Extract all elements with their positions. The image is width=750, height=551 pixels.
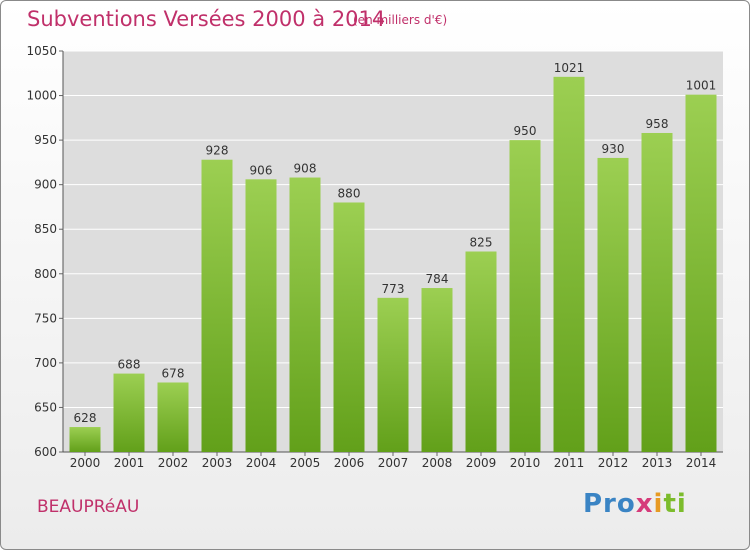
data-label-2008: 784 — [426, 272, 449, 286]
y-tick-label: 1000 — [26, 89, 57, 103]
x-tick-label-2002: 2002 — [158, 456, 189, 470]
data-label-2014: 1001 — [686, 79, 717, 93]
commune-name: BEAUPRéAU — [37, 497, 140, 517]
data-label-2000: 628 — [74, 411, 97, 425]
proxiti-logo: Proxiti — [583, 489, 687, 519]
chart-title: Subventions Versées 2000 à 2014 — [27, 7, 386, 31]
y-tick-label: 1050 — [26, 44, 57, 58]
bar-2001 — [113, 373, 145, 452]
x-tick-label-2013: 2013 — [642, 456, 673, 470]
bar-2013 — [641, 132, 673, 452]
x-tick-label-2009: 2009 — [466, 456, 497, 470]
data-label-2013: 958 — [646, 117, 669, 131]
bar-2002 — [157, 382, 189, 452]
bar-2012 — [597, 157, 629, 452]
bar-2000 — [69, 427, 101, 452]
bar-2007 — [377, 297, 409, 452]
x-tick-label-2007: 2007 — [378, 456, 409, 470]
data-label-2012: 930 — [602, 142, 625, 156]
y-tick-label: 900 — [34, 178, 57, 192]
x-tick-label-2000: 2000 — [70, 456, 101, 470]
data-label-2001: 688 — [118, 358, 141, 372]
x-tick-label-2012: 2012 — [598, 456, 629, 470]
bar-2005 — [289, 177, 321, 452]
data-label-2005: 908 — [294, 162, 317, 176]
bar-2003 — [201, 159, 233, 452]
y-tick-label: 750 — [34, 311, 57, 325]
y-tick-label: 600 — [34, 445, 57, 459]
x-tick-label-2011: 2011 — [554, 456, 585, 470]
x-tick-label-2010: 2010 — [510, 456, 541, 470]
data-label-2011: 1021 — [554, 61, 585, 75]
data-label-2003: 928 — [206, 144, 229, 158]
bar-2010 — [509, 140, 541, 452]
data-label-2007: 773 — [382, 282, 405, 296]
y-tick-label: 700 — [34, 356, 57, 370]
y-tick-label: 850 — [34, 222, 57, 236]
bar-2009 — [465, 251, 497, 452]
bar-2014 — [685, 94, 717, 453]
bar-2008 — [421, 288, 453, 452]
bar-2011 — [553, 76, 585, 452]
chart-subtitle: (en milliers d'€) — [353, 13, 448, 27]
y-tick-label: 650 — [34, 400, 57, 414]
data-label-2006: 880 — [338, 186, 361, 200]
bar-2004 — [245, 179, 277, 452]
x-tick-label-2001: 2001 — [114, 456, 145, 470]
x-tick-label-2006: 2006 — [334, 456, 365, 470]
data-label-2004: 906 — [250, 163, 273, 177]
data-label-2010: 950 — [514, 124, 537, 138]
bar-2006 — [333, 202, 365, 452]
x-tick-label-2003: 2003 — [202, 456, 233, 470]
data-label-2002: 678 — [162, 366, 185, 380]
y-tick-label: 950 — [34, 133, 57, 147]
x-tick-label-2014: 2014 — [686, 456, 717, 470]
x-tick-label-2005: 2005 — [290, 456, 321, 470]
y-tick-label: 800 — [34, 267, 57, 281]
data-label-2009: 825 — [470, 236, 493, 250]
x-tick-label-2004: 2004 — [246, 456, 277, 470]
x-tick-label-2008: 2008 — [422, 456, 453, 470]
